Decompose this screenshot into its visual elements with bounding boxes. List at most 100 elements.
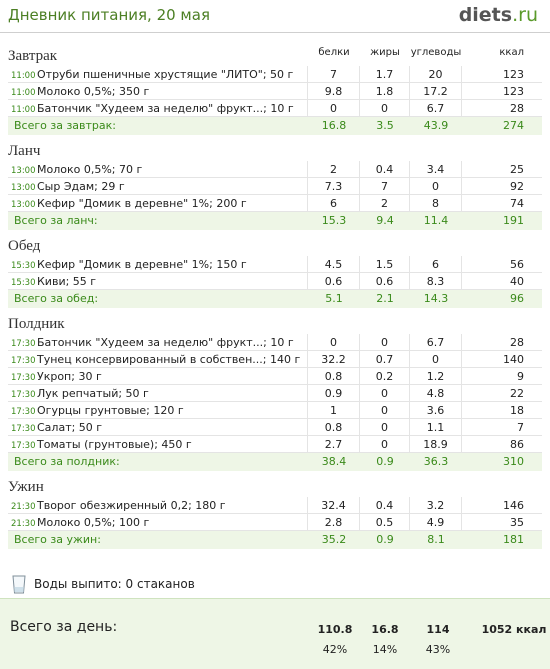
- food-row: 17:30 Томаты (грунтовые); 450 г 2.7 0 18.9 86: [8, 436, 542, 453]
- meal-name: Ланч: [8, 143, 41, 159]
- meal-name: Обед: [8, 238, 41, 254]
- nutrient-value: 1.5: [360, 256, 410, 272]
- header: Дневник питания, 20 мая diets.ru: [0, 0, 550, 33]
- nutrient-value: 1: [308, 402, 360, 418]
- nutrient-value: 32.4: [308, 497, 360, 513]
- food-name[interactable]: Огурцы грунтовые; 120 г: [37, 404, 184, 417]
- nutrient-value: 28: [510, 336, 524, 349]
- meal-total-value: 43.9: [423, 119, 449, 132]
- food-cell: 17:30 Салат; 50 г: [8, 419, 308, 435]
- nutrient-value: 6.7: [410, 334, 462, 350]
- nutrient-value: 92: [510, 180, 524, 193]
- nutrient-value: 7: [308, 66, 360, 82]
- food-name[interactable]: Молоко 0,5%; 70 г: [37, 163, 143, 176]
- food-time: 17:30: [11, 390, 36, 400]
- food-time: 11:00: [11, 71, 36, 81]
- food-row: 17:30 Укроп; 30 г 0.8 0.2 1.2 9: [8, 368, 542, 385]
- nutrient-value: 18: [510, 404, 524, 417]
- meal-total-value: 5.1: [325, 292, 343, 305]
- food-name[interactable]: Отруби пшеничные хрустящие "ЛИТО"; 50 г: [37, 68, 294, 81]
- day-total-value: 110.8: [317, 623, 353, 636]
- nutrient-value: 18.9: [410, 436, 462, 452]
- food-cell: 11:00 Батончик "Худеем за неделю" фрукт..…: [8, 100, 308, 116]
- food-name[interactable]: Молоко 0,5%; 350 г: [37, 85, 150, 98]
- nutrient-value: 6.7: [410, 100, 462, 116]
- meal-total-row: Всего за полдник: 38.4 0.9 36.3 310: [8, 453, 542, 471]
- food-name[interactable]: Кефир "Домик в деревне" 1%; 150 г: [37, 258, 247, 271]
- nutrient-value: 1.1: [410, 419, 462, 435]
- nutrient-value: 2: [360, 195, 410, 211]
- nutrient-value: 32.2: [308, 351, 360, 367]
- meal-total-label: Всего за ужин:: [14, 533, 101, 546]
- food-name[interactable]: Лук репчатый; 50 г: [37, 387, 149, 400]
- nutrient-value: 140: [503, 353, 524, 366]
- food-name[interactable]: Батончик "Худеем за неделю" фрукт...; 10…: [37, 102, 294, 115]
- logo-suffix: .ru: [512, 4, 538, 26]
- nutrient-value: 6: [410, 256, 462, 272]
- food-cell: 17:30 Томаты (грунтовые); 450 г: [8, 436, 308, 452]
- food-cell: 11:00 Отруби пшеничные хрустящие "ЛИТО"; …: [8, 66, 308, 82]
- nutrient-value: 0: [308, 100, 360, 116]
- food-row: 17:30 Лук репчатый; 50 г 0.9 0 4.8 22: [8, 385, 542, 402]
- nutrient-value: 0: [360, 385, 410, 401]
- meal-section: Ланч 13:00 Молоко 0,5%; 70 г 2 0.4 3.4 25 13:00…: [8, 139, 542, 230]
- column-header: жиры: [370, 47, 400, 58]
- meal-section: Ужин 21:30 Творог обезжиренный 0,2; 180 г 3…: [8, 475, 542, 549]
- nutrient-value: 6: [308, 195, 360, 211]
- meal-total-value: 0.9: [376, 455, 394, 468]
- food-time: 17:30: [11, 373, 36, 383]
- food-time: 13:00: [11, 183, 36, 193]
- food-row: 13:00 Молоко 0,5%; 70 г 2 0.4 3.4 25: [8, 161, 542, 178]
- logo[interactable]: diets.ru: [459, 4, 538, 26]
- water-text: Воды выпито: 0 стаканов: [34, 577, 195, 591]
- meal-total-value: 181: [503, 533, 524, 546]
- meal-header: Ужин: [8, 475, 542, 497]
- food-time: 15:30: [11, 261, 36, 271]
- nutrient-value: 8.3: [410, 273, 462, 289]
- food-name[interactable]: Молоко 0,5%; 100 г: [37, 516, 150, 529]
- nutrient-value: 0.8: [308, 368, 360, 384]
- nutrient-value: 0.6: [360, 273, 410, 289]
- meal-section: Обед 15:30 Кефир "Домик в деревне" 1%; 150…: [8, 234, 542, 308]
- food-name[interactable]: Томаты (грунтовые); 450 г: [37, 438, 192, 451]
- nutrient-value: 0.8: [308, 419, 360, 435]
- meal-name: Ужин: [8, 479, 44, 495]
- food-name[interactable]: Батончик "Худеем за неделю" фрукт...; 10…: [37, 336, 294, 349]
- meal-total-row: Всего за завтрак: 16.8 3.5 43.9 274: [8, 117, 542, 135]
- nutrient-value: 4.5: [308, 256, 360, 272]
- food-name[interactable]: Сыр Эдам; 29 г: [37, 180, 125, 193]
- food-name[interactable]: Киви; 55 г: [37, 275, 97, 288]
- nutrient-value: 28: [510, 102, 524, 115]
- nutrient-value: 123: [503, 85, 524, 98]
- meal-total-value: 0.9: [376, 533, 394, 546]
- day-total-value: 1052 ккал: [481, 623, 547, 636]
- food-name[interactable]: Укроп; 30 г: [37, 370, 102, 383]
- food-time: 21:30: [11, 519, 36, 529]
- meal-total-value: 14.3: [423, 292, 449, 305]
- nutrient-value: 0: [360, 419, 410, 435]
- meal-name: Полдник: [8, 316, 65, 332]
- food-name[interactable]: Тунец консервированный в собствен...; 14…: [37, 353, 301, 366]
- nutrient-value: 20: [410, 66, 462, 82]
- nutrient-value: 7: [517, 421, 524, 434]
- food-cell: 15:30 Кефир "Домик в деревне" 1%; 150 г: [8, 256, 308, 272]
- nutrient-value: 123: [503, 68, 524, 81]
- nutrient-value: 1.2: [410, 368, 462, 384]
- nutrient-value: 1.7: [360, 66, 410, 82]
- meal-total-value: 8.1: [427, 533, 445, 546]
- food-name[interactable]: Кефир "Домик в деревне" 1%; 200 г: [37, 197, 247, 210]
- nutrient-value: 0: [410, 351, 462, 367]
- food-name[interactable]: Творог обезжиренный 0,2; 180 г: [37, 499, 226, 512]
- logo-main: diets: [458, 4, 513, 26]
- day-total: Всего за день: 110.8 16.8 114 1052 ккал 42% 1…: [0, 598, 550, 669]
- food-time: 17:30: [11, 424, 36, 434]
- day-total-percent: 14%: [372, 643, 398, 656]
- column-header: углеводы: [410, 47, 462, 58]
- nutrient-value: 0.7: [360, 351, 410, 367]
- food-name[interactable]: Салат; 50 г: [37, 421, 103, 434]
- nutrient-value: 7: [360, 178, 410, 194]
- nutrient-value: 0: [308, 334, 360, 350]
- food-row: 21:30 Молоко 0,5%; 100 г 2.8 0.5 4.9 35: [8, 514, 542, 531]
- food-time: 17:30: [11, 339, 36, 349]
